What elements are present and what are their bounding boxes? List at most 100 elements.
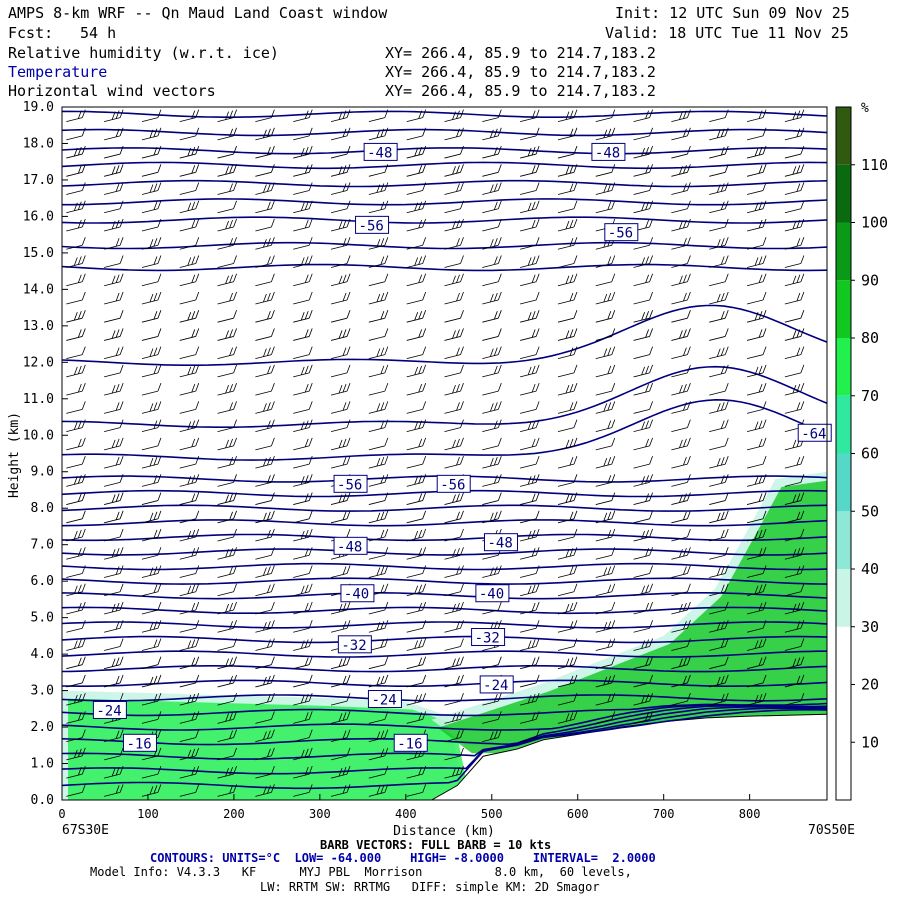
contour-label: -40 <box>475 584 510 603</box>
wind-barb <box>293 528 313 542</box>
contour-label-box <box>363 142 398 161</box>
wind-barb <box>330 109 351 122</box>
wind-barb <box>557 547 578 560</box>
wind-barb <box>671 237 691 250</box>
wind-barb <box>330 492 351 505</box>
wind-barb <box>179 729 200 743</box>
wind-barb <box>444 182 464 195</box>
wind-barb <box>368 601 389 615</box>
wind-barb <box>255 218 275 232</box>
wind-barb <box>406 200 427 214</box>
wind-barb <box>330 182 351 195</box>
wind-barb <box>557 273 578 287</box>
wind-barb <box>141 656 162 670</box>
wind-barb <box>633 346 653 360</box>
wind-barb <box>141 711 162 724</box>
wind-barb <box>104 583 124 597</box>
wind-barb <box>671 109 691 122</box>
wind-barb <box>141 419 162 433</box>
wind-barb <box>784 401 805 414</box>
wind-barb <box>482 455 502 469</box>
wind-barb <box>141 674 162 688</box>
wind-barb <box>217 328 237 341</box>
temperature-contour <box>62 705 827 746</box>
wind-barb <box>709 109 729 122</box>
wind-barb <box>671 547 691 560</box>
wind-barb <box>557 565 578 578</box>
temperature-contour <box>62 635 827 644</box>
wind-barb <box>444 565 464 578</box>
wind-barb <box>330 383 351 396</box>
wind-barb <box>709 346 729 360</box>
wind-barb <box>595 346 616 360</box>
wind-barb <box>217 419 237 433</box>
x-tick-label: 600 <box>567 807 589 821</box>
wind-barb <box>633 565 653 578</box>
wind-barb <box>671 528 691 542</box>
wind-barb <box>520 729 540 743</box>
wind-barb <box>293 437 313 451</box>
wind-barb <box>255 492 275 505</box>
wind-barb <box>330 656 351 670</box>
wind-barb <box>104 565 124 578</box>
wind-barb <box>671 145 691 159</box>
colorbar-band <box>836 511 851 569</box>
wind-barb <box>179 620 200 633</box>
wind-barb <box>179 291 200 305</box>
contour-label-text: -24 <box>96 703 121 719</box>
wind-barb <box>330 401 351 414</box>
y-tick-label: 11.0 <box>23 392 54 407</box>
wind-barb <box>746 583 767 597</box>
wind-barb <box>671 492 691 505</box>
wind-barb <box>104 419 124 433</box>
colorbar-tick-label: 30 <box>861 618 879 636</box>
wind-barb <box>293 291 313 305</box>
wind-barb <box>784 310 805 323</box>
wind-barb <box>520 492 540 505</box>
wind-barb <box>557 492 578 505</box>
wind-barb <box>179 601 200 615</box>
wind-barb <box>482 310 502 323</box>
wind-barb <box>104 255 124 268</box>
wind-barb <box>520 383 540 396</box>
wind-barb <box>709 455 729 469</box>
wind-barb <box>595 510 616 524</box>
wind-barb <box>482 291 502 305</box>
wind-barb <box>784 218 805 232</box>
contour-label-box <box>604 223 639 242</box>
wind-barb <box>406 620 427 633</box>
wind-barb <box>330 200 351 214</box>
wind-barb <box>104 109 124 122</box>
wind-barb <box>179 145 200 159</box>
wind-barb <box>595 474 616 487</box>
contour-label-text: -48 <box>487 536 512 552</box>
wind-barb <box>444 109 464 122</box>
wind-barb <box>217 747 237 761</box>
wind-barb <box>709 547 729 560</box>
field-temperature-xy: XY= 266.4, 85.9 to 214.7,183.2 <box>385 63 656 81</box>
rh-region-core-1 <box>437 480 827 754</box>
contour-label: -32 <box>337 635 372 654</box>
wind-barb <box>444 455 464 469</box>
wind-barb <box>633 401 653 414</box>
wind-barb <box>104 765 124 779</box>
contour-label: -56 <box>436 474 471 493</box>
wind-barb <box>671 255 691 268</box>
temperature-contour <box>62 263 827 272</box>
wind-barb <box>255 711 275 724</box>
wind-barb <box>595 419 616 433</box>
wind-barb <box>330 145 351 159</box>
wind-barb <box>141 401 162 414</box>
wind-barb <box>633 528 653 542</box>
wind-barb <box>368 510 389 524</box>
wind-barb <box>293 565 313 578</box>
contour-label-text: -40 <box>479 587 504 603</box>
wind-barb <box>66 182 86 195</box>
wind-barb <box>746 310 767 323</box>
wind-barb <box>709 218 729 232</box>
x-tick-label: 100 <box>137 807 159 821</box>
colorbar-band <box>836 569 851 627</box>
wind-barb <box>217 237 237 250</box>
wind-barb <box>368 711 389 724</box>
wind-barb <box>368 401 389 414</box>
